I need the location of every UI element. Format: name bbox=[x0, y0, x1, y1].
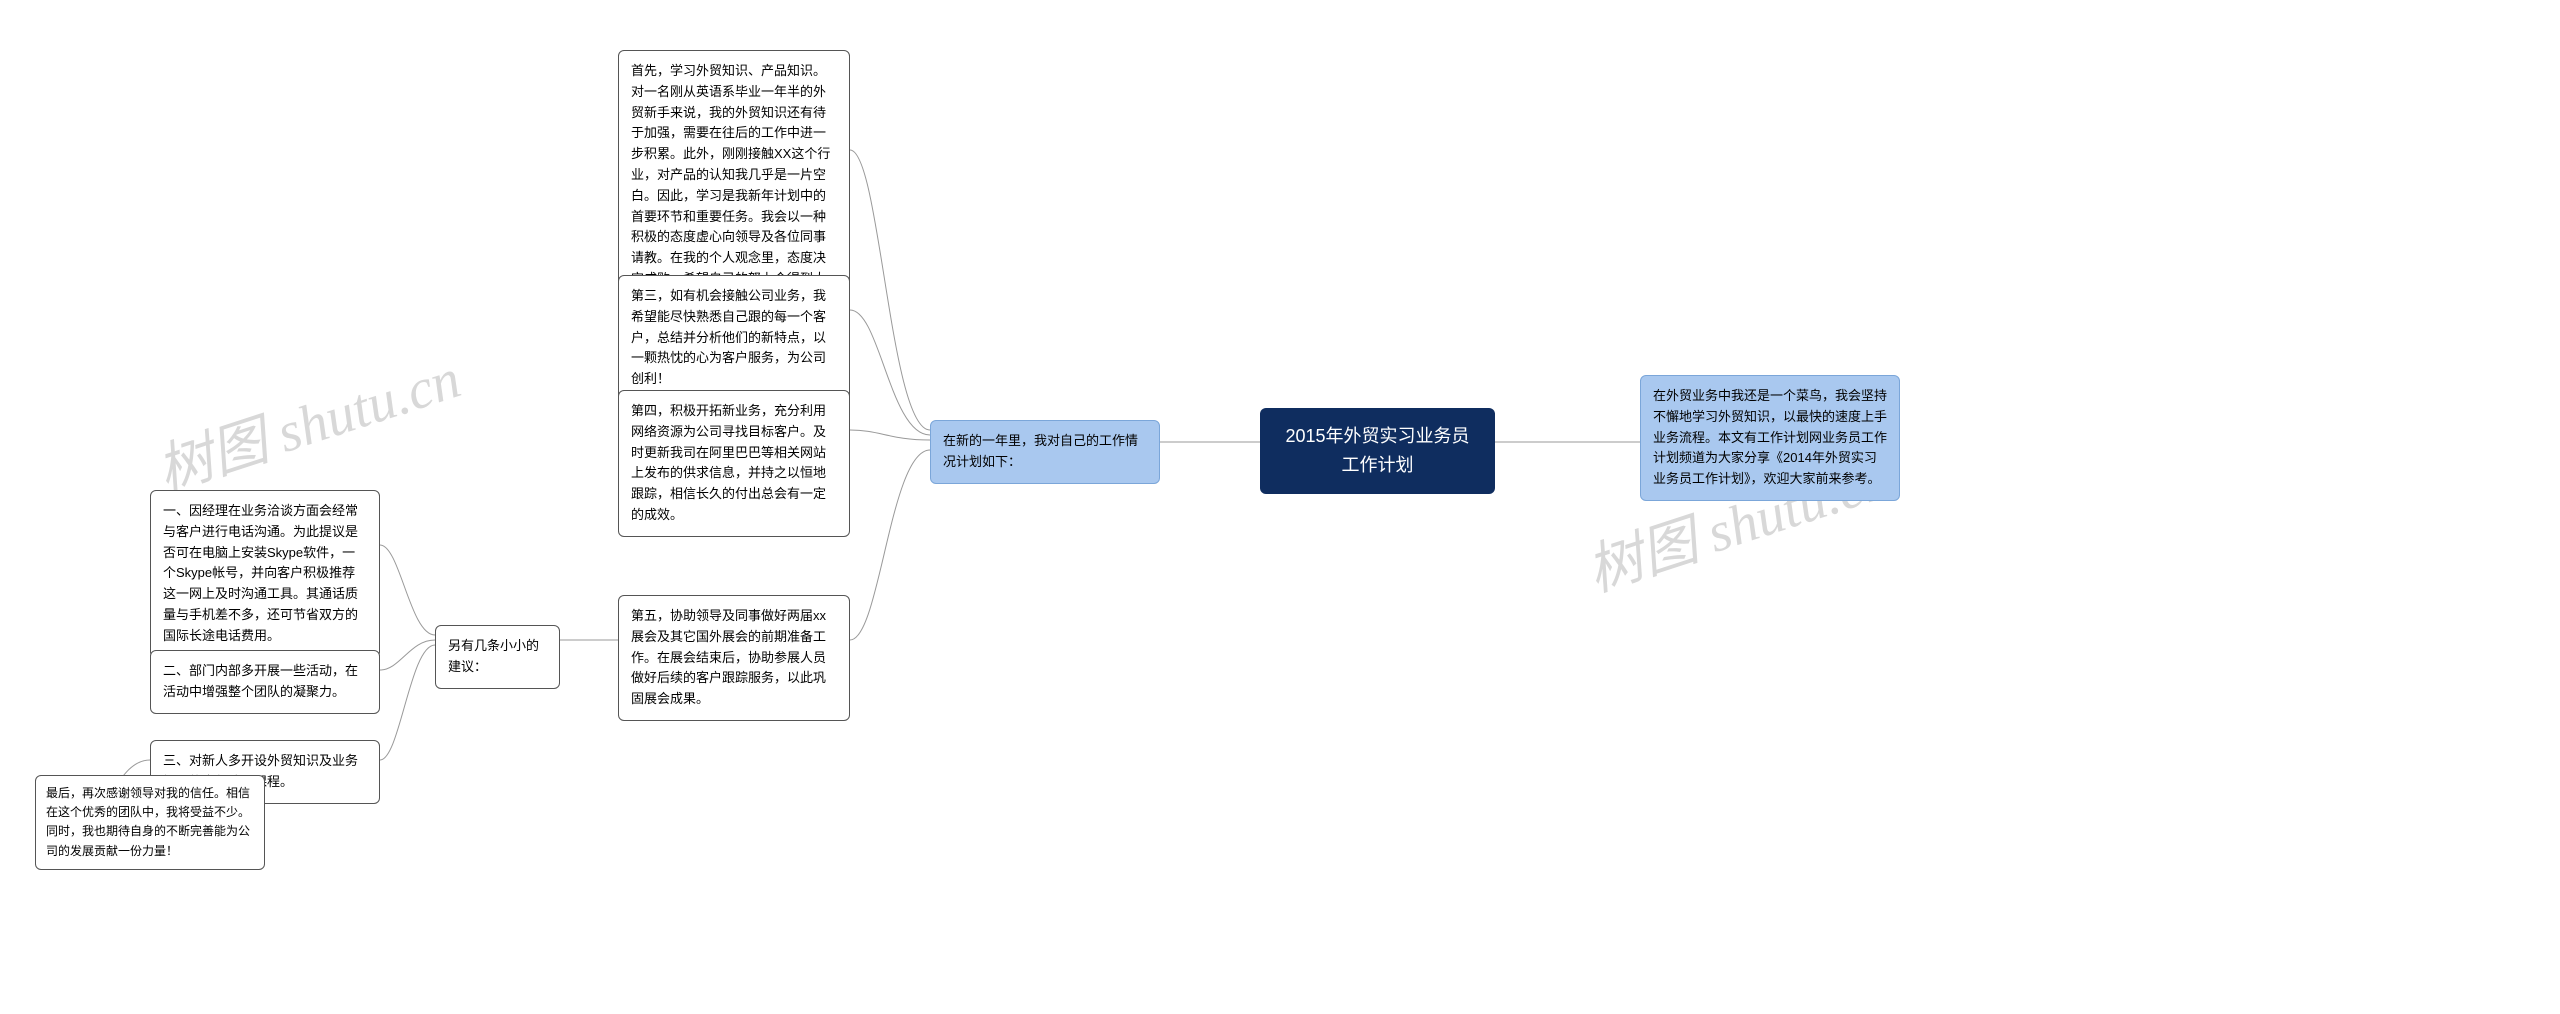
intro-node[interactable]: 在外贸业务中我还是一个菜鸟，我会坚持不懈地学习外贸知识，以最快的速度上手业务流程… bbox=[1640, 375, 1900, 501]
plan-label-node[interactable]: 在新的一年里，我对自己的工作情况计划如下： bbox=[930, 420, 1160, 484]
suggestion-1[interactable]: 一、因经理在业务洽谈方面会经常与客户进行电话沟通。为此提议是否可在电脑上安装Sk… bbox=[150, 490, 380, 658]
root-node[interactable]: 2015年外贸实习业务员工作计划 bbox=[1260, 408, 1495, 494]
connector-layer bbox=[0, 0, 2560, 1014]
plan-item-4[interactable]: 第四，积极开拓新业务，充分利用网络资源为公司寻找目标客户。及时更新我司在阿里巴巴… bbox=[618, 390, 850, 537]
suggestions-label[interactable]: 另有几条小小的建议： bbox=[435, 625, 560, 689]
watermark: 树图 shutu.cn bbox=[145, 333, 469, 507]
closing-node[interactable]: 最后，再次感谢领导对我的信任。相信在这个优秀的团队中，我将受益不少。同时，我也期… bbox=[35, 775, 265, 870]
suggestion-2[interactable]: 二、部门内部多开展一些活动，在活动中增强整个团队的凝聚力。 bbox=[150, 650, 380, 714]
plan-item-5[interactable]: 第五，协助领导及同事做好两届xx展会及其它国外展会的前期准备工作。在展会结束后，… bbox=[618, 595, 850, 721]
plan-item-3[interactable]: 第三，如有机会接触公司业务，我希望能尽快熟悉自己跟的每一个客户，总结并分析他们的… bbox=[618, 275, 850, 401]
